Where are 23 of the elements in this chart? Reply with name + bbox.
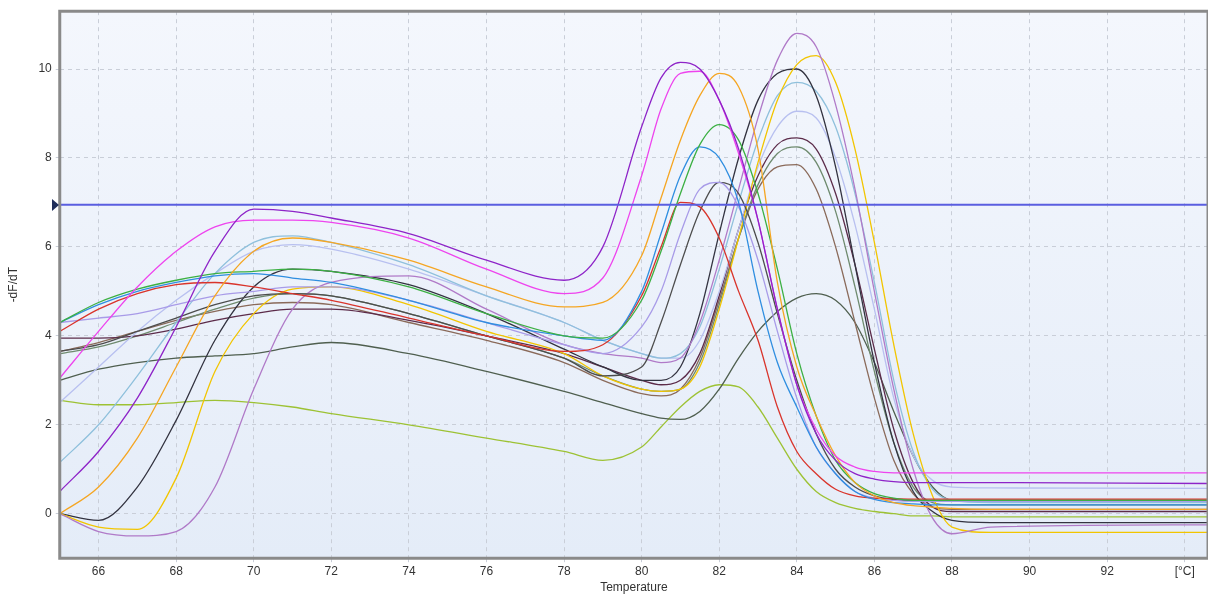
x-tick-label: 80 <box>634 563 649 578</box>
y-tick-label: 10 <box>38 61 53 76</box>
x-tick-label: 68 <box>169 563 184 578</box>
x-axis-title: Temperature <box>600 580 668 595</box>
y-tick-label: 8 <box>45 150 53 165</box>
y-tick-label: 2 <box>45 417 53 432</box>
x-tick-label: 72 <box>324 563 339 578</box>
x-tick-label: 92 <box>1100 563 1115 578</box>
x-tick-label: 88 <box>945 563 959 578</box>
x-tick-label: 84 <box>790 563 804 578</box>
x-tick-label: 74 <box>402 563 416 578</box>
y-tick-label: 6 <box>45 239 53 254</box>
x-tick-label: 70 <box>247 563 261 578</box>
x-tick-label: [°C] <box>1174 563 1195 578</box>
x-tick-label: 76 <box>479 563 494 578</box>
x-tick-label: 90 <box>1022 563 1037 578</box>
x-tick-label: 82 <box>712 563 727 578</box>
y-axis-title: -dF/dT <box>5 266 20 303</box>
y-tick-label: 4 <box>45 328 53 343</box>
x-tick-label: 66 <box>91 563 106 578</box>
y-tick-label: 0 <box>45 506 53 521</box>
x-tick-label: 86 <box>867 563 882 578</box>
x-tick-label: 78 <box>557 563 572 578</box>
